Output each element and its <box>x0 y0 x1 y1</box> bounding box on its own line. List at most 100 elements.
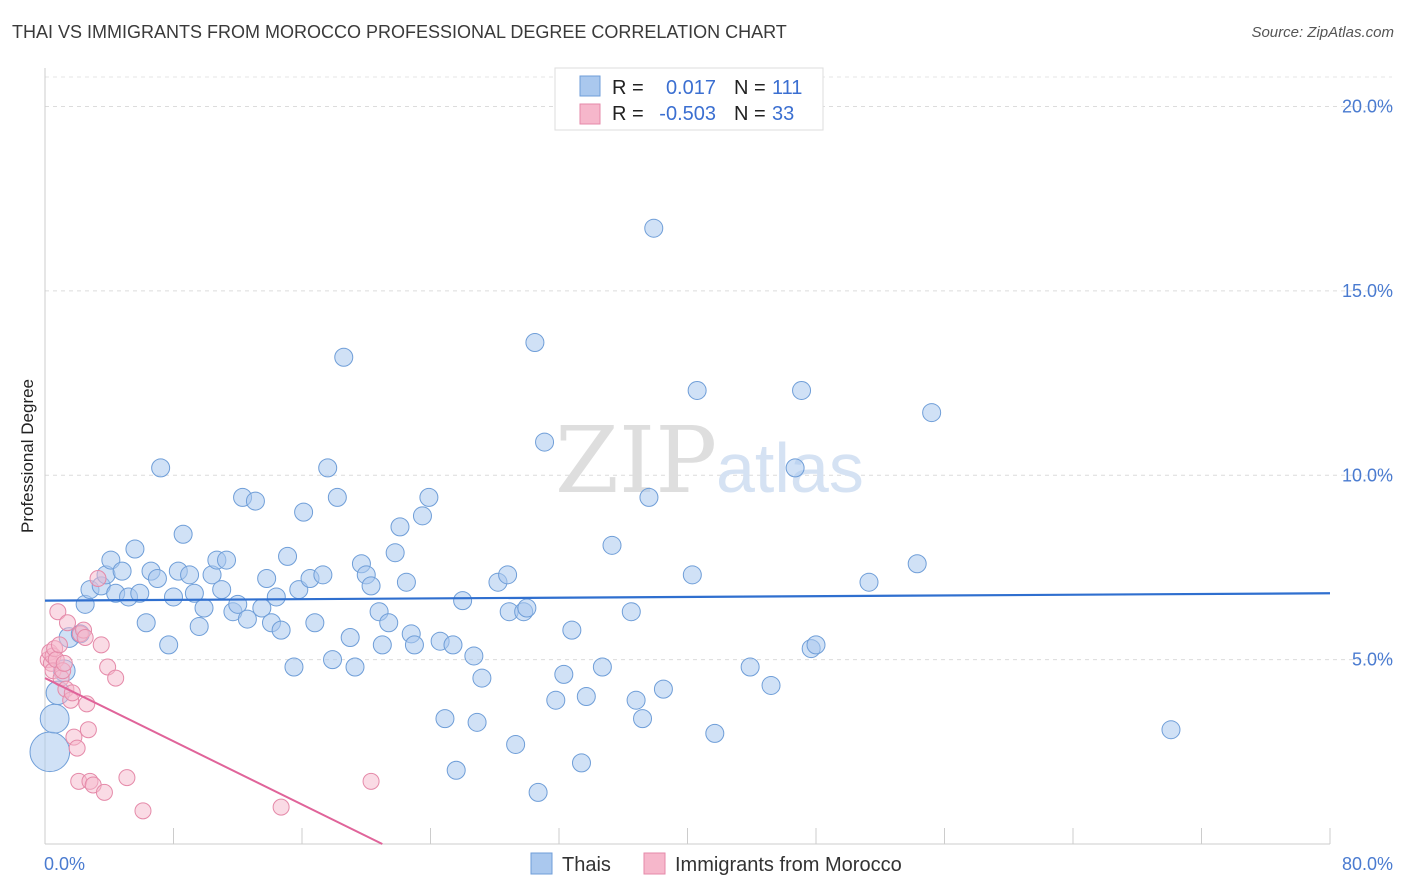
thais-point <box>419 487 439 507</box>
morocco-point <box>134 802 152 820</box>
thais-point <box>554 664 574 684</box>
legend-r-value: -0.503 <box>659 103 716 125</box>
thais-point <box>385 543 405 563</box>
thais-point <box>184 583 204 603</box>
thais-point <box>785 458 805 478</box>
thais-point <box>506 734 526 754</box>
thais-point <box>1161 720 1181 740</box>
legend-n-label: N = <box>734 103 766 125</box>
y-axis-label: Professional Degree <box>18 379 37 533</box>
thais-point <box>136 613 156 633</box>
thais-point <box>602 535 622 555</box>
y-tick-label: 20.0% <box>1342 97 1393 117</box>
morocco-point <box>107 669 125 687</box>
morocco-point <box>68 739 86 757</box>
thais-point <box>323 650 343 670</box>
thais-point <box>164 587 183 607</box>
source-label: Source: ZipAtlas.com <box>1251 24 1394 41</box>
thais-point <box>361 576 381 596</box>
thais-point <box>571 753 591 773</box>
thais-point <box>528 782 548 802</box>
thais-point <box>705 723 725 743</box>
thais-point <box>626 690 646 710</box>
thais-point <box>653 679 673 699</box>
morocco-point <box>55 654 73 672</box>
thais-point <box>498 565 518 585</box>
legend-r-value: 0.017 <box>666 77 716 99</box>
thais-point <box>907 554 927 574</box>
thais-point <box>535 432 555 452</box>
thais-point <box>687 380 707 400</box>
thais-point <box>212 580 232 600</box>
thais-point <box>633 709 653 729</box>
thais-point <box>435 709 455 729</box>
grid <box>45 76 1392 661</box>
thais-point <box>237 609 257 629</box>
thais-point <box>112 561 132 581</box>
thais-point <box>130 583 150 603</box>
thais-point <box>194 598 214 618</box>
thais-point <box>39 703 70 734</box>
morocco-point <box>63 684 81 702</box>
thais-point <box>592 657 612 677</box>
x-tick-label: 0.0% <box>44 854 85 874</box>
thais-point <box>257 569 277 588</box>
legend-r-label: R = <box>612 103 644 125</box>
thais-point <box>159 635 179 655</box>
legend-r-label: R = <box>612 77 644 99</box>
thais-point <box>189 616 209 636</box>
morocco-trend-line <box>44 677 383 845</box>
thais-point <box>639 487 659 507</box>
morocco-point <box>95 783 113 801</box>
bottom-legend-morocco: Immigrants from Morocco <box>675 854 902 876</box>
thais-point <box>525 333 545 352</box>
thais-point <box>266 587 286 607</box>
thais-point <box>792 380 812 400</box>
morocco-point <box>89 570 107 587</box>
legend-swatch-morocco <box>579 103 601 125</box>
thais-point <box>453 591 473 611</box>
bottom-legend-thais: Thais <box>562 854 611 876</box>
x-tick-labels: 0.0% 80.0% <box>44 854 1393 874</box>
thais-point <box>467 712 487 732</box>
morocco-point <box>362 772 380 790</box>
morocco-point <box>272 798 290 816</box>
thais-point <box>327 487 347 507</box>
thais-point <box>245 491 265 511</box>
chart-title: THAI VS IMMIGRANTS FROM MOROCCO PROFESSI… <box>12 22 787 42</box>
thais-point <box>284 657 304 677</box>
y-tick-label: 10.0% <box>1342 465 1393 485</box>
thais-point <box>644 218 664 238</box>
thais-point <box>443 635 463 655</box>
thais-point <box>180 565 200 585</box>
thais-point <box>682 565 702 585</box>
thais-point <box>740 657 760 677</box>
thais-point <box>125 539 145 559</box>
watermark-zip: ZIP <box>555 407 717 514</box>
thais-point <box>334 347 354 367</box>
morocco-point <box>58 614 76 632</box>
legend-n-value: 33 <box>772 103 794 125</box>
legend-swatch-thais <box>579 75 601 97</box>
thais-point <box>340 628 360 647</box>
thais-point <box>859 572 879 592</box>
thais-point <box>922 403 942 423</box>
thais-point <box>313 565 333 585</box>
thais-point <box>173 524 193 544</box>
thais-point <box>147 569 167 588</box>
thais-point <box>372 635 392 655</box>
morocco-point <box>50 636 68 654</box>
thais-point <box>294 502 314 522</box>
thais-point <box>562 620 582 640</box>
morocco-point <box>49 603 67 621</box>
y-tick-labels: 5.0% 10.0% 15.0% 20.0% <box>1342 97 1393 670</box>
thais-point <box>271 620 291 640</box>
thais-point <box>29 731 71 773</box>
thais-point <box>305 613 325 633</box>
x-tick-label: 80.0% <box>1342 854 1393 874</box>
thais-point <box>472 668 492 688</box>
morocco-point <box>118 769 136 787</box>
morocco-point <box>79 721 97 739</box>
legend-n-value: 111 <box>772 77 802 99</box>
